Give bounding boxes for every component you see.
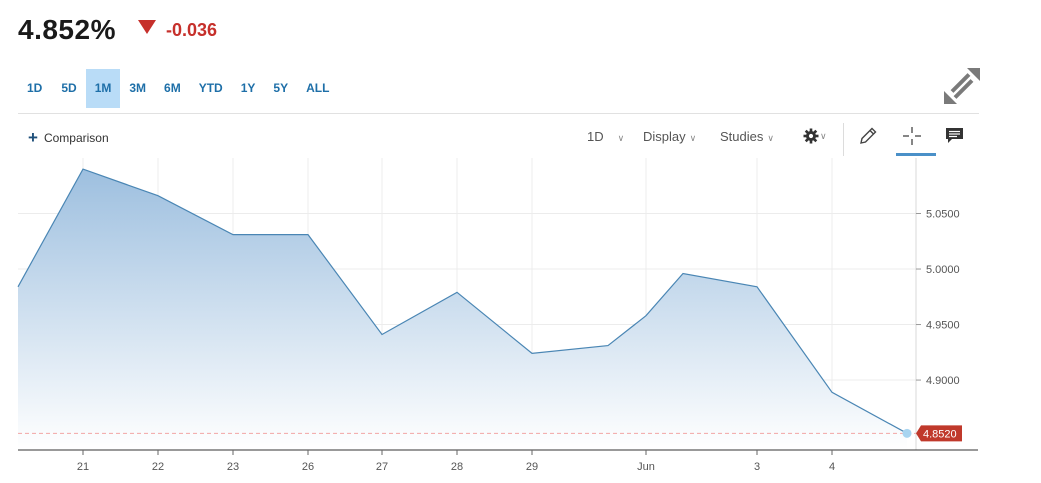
last-value-tag	[916, 425, 962, 442]
range-button-6m[interactable]: 6M	[164, 81, 181, 95]
chevron-down-icon: ∨	[820, 131, 827, 141]
x-tick-label: 28	[451, 461, 463, 473]
crosshair-icon[interactable]	[902, 126, 922, 146]
data-point	[156, 194, 160, 198]
range-button-3m[interactable]: 3M	[129, 81, 147, 95]
x-tick-label: 3	[754, 461, 760, 473]
chevron-down-icon: ∨	[767, 133, 774, 143]
range-button-5y[interactable]: 5Y	[273, 81, 289, 95]
x-tick-label: 27	[376, 461, 388, 473]
range-button-ytd[interactable]: YTD	[198, 81, 223, 95]
time-range-selector: 1D 5D 1M 3M 6M YTD 1Y 5Y ALL	[18, 69, 338, 108]
range-button-5d[interactable]: 5D	[61, 81, 77, 95]
y-tick-label: 5.0500	[926, 209, 960, 221]
y-tick-label: 5.0000	[926, 264, 960, 276]
data-point	[681, 271, 685, 275]
quote-header: 4.852% -0.036	[18, 14, 217, 46]
active-tool-indicator	[896, 153, 936, 156]
current-yield: 4.852%	[18, 14, 116, 45]
data-point	[231, 233, 235, 237]
y-tick-label: 4.9000	[926, 375, 960, 387]
x-tick-label: 26	[302, 461, 314, 473]
yield-chart[interactable]: 5.0500 5.0000 4.9500 4.9000 21 22 23 26 27 28 29 J…	[0, 158, 1041, 483]
range-button-1y[interactable]: 1Y	[240, 81, 256, 95]
x-tick-label: 29	[526, 461, 538, 473]
studies-label: Studies	[720, 129, 764, 144]
data-point	[306, 233, 310, 237]
range-button-1m[interactable]: 1M	[85, 69, 121, 108]
interval-dropdown[interactable]: 1D ∨	[587, 129, 624, 144]
chevron-down-icon: ∨	[689, 133, 697, 143]
data-point	[380, 333, 384, 337]
x-tick-label: 4	[829, 461, 835, 473]
pencil-icon[interactable]	[858, 126, 878, 146]
range-button-all[interactable]: ALL	[306, 81, 330, 95]
area-fill	[18, 169, 907, 450]
yield-change: -0.036	[165, 19, 218, 40]
down-arrow-icon	[137, 20, 156, 34]
interval-label: 1D	[587, 129, 604, 144]
settings-dropdown[interactable]: ∨	[803, 127, 827, 144]
range-button-1d[interactable]: 1D	[27, 81, 43, 95]
comment-icon[interactable]	[945, 127, 964, 144]
data-point	[16, 285, 20, 289]
data-point	[81, 167, 85, 171]
x-tick-label: 22	[152, 461, 164, 473]
x-tick-label: 21	[77, 461, 89, 473]
toolbar-separator	[843, 123, 844, 156]
comparison-button[interactable]: + Comparison	[28, 128, 109, 147]
data-point	[755, 285, 759, 289]
toolbar-divider	[18, 113, 979, 114]
data-point	[530, 351, 534, 355]
y-tick-label: 4.9500	[926, 320, 960, 332]
gear-icon	[803, 128, 819, 144]
x-tick-label: 23	[227, 461, 239, 473]
chevron-down-icon: ∨	[617, 133, 625, 143]
data-point	[606, 344, 610, 348]
display-label: Display	[643, 129, 686, 144]
display-dropdown[interactable]: Display ∨	[643, 129, 696, 144]
x-axis: 21 22 23 26 27 28 29 Jun 3 4	[18, 449, 978, 473]
x-tick-label: Jun	[637, 461, 655, 473]
last-point-marker	[902, 428, 912, 438]
data-point	[644, 314, 648, 318]
comparison-label: Comparison	[43, 131, 109, 145]
expand-icon[interactable]	[944, 68, 980, 104]
data-point	[455, 290, 459, 294]
studies-dropdown[interactable]: Studies ∨	[720, 129, 774, 144]
yield-line	[17, 168, 908, 434]
y-axis: 5.0500 5.0000 4.9500 4.9000	[915, 158, 960, 450]
last-value-label: 4.8520	[923, 428, 957, 440]
plus-icon: +	[28, 128, 38, 147]
data-point	[830, 390, 834, 394]
